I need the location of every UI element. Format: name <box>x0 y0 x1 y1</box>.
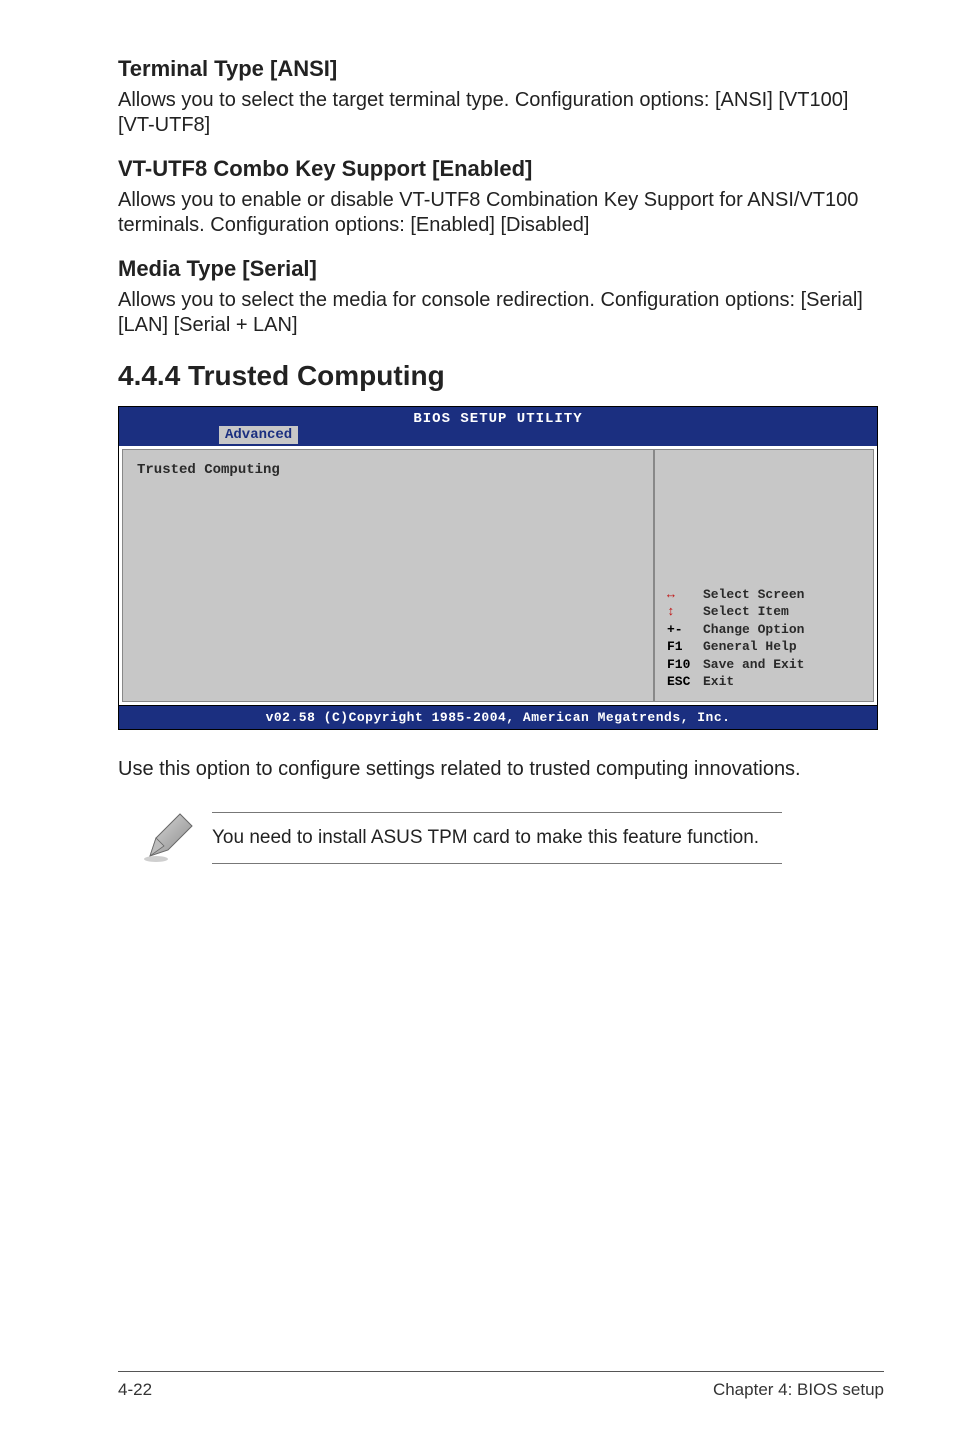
bios-panel: BIOS SETUP UTILITY Advanced Trusted Comp… <box>118 406 878 730</box>
bios-header: BIOS SETUP UTILITY Advanced <box>118 406 878 446</box>
help-label: Save and Exit <box>703 656 804 674</box>
help-line: ESC Exit <box>667 673 863 691</box>
bios-footer: v02.58 (C)Copyright 1985-2004, American … <box>118 706 878 730</box>
bios-tab-advanced[interactable]: Advanced <box>219 426 298 444</box>
help-label: Select Item <box>703 603 789 621</box>
bios-help-pane: ↔ Select Screen ↕ Select Item +- Change … <box>654 449 874 702</box>
help-line: ↕ Select Item <box>667 603 863 621</box>
media-type-body: Allows you to select the media for conso… <box>118 288 884 338</box>
help-key-f1: F1 <box>667 638 697 656</box>
help-line: +- Change Option <box>667 621 863 639</box>
help-key-f10: F10 <box>667 656 697 674</box>
help-line: ↔ Select Screen <box>667 586 863 604</box>
footer-chapter: Chapter 4: BIOS setup <box>713 1380 884 1400</box>
help-label: Select Screen <box>703 586 804 604</box>
bios-header-title: BIOS SETUP UTILITY <box>413 411 582 427</box>
help-key-plusminus: +- <box>667 621 697 639</box>
help-line: F10 Save and Exit <box>667 656 863 674</box>
help-label: General Help <box>703 638 797 656</box>
vtutf8-heading: VT-UTF8 Combo Key Support [Enabled] <box>118 156 884 182</box>
pencil-icon <box>142 812 194 864</box>
after-bios-text: Use this option to configure settings re… <box>118 756 884 782</box>
vtutf8-body: Allows you to enable or disable VT-UTF8 … <box>118 188 884 238</box>
help-label: Exit <box>703 673 734 691</box>
section-heading: 4.4.4 Trusted Computing <box>118 360 884 392</box>
footer-page-number: 4-22 <box>118 1380 152 1400</box>
media-type-heading: Media Type [Serial] <box>118 256 884 282</box>
help-key-arrows-lr: ↔ <box>667 586 697 604</box>
help-key-arrows-ud: ↕ <box>667 603 697 621</box>
help-line: F1 General Help <box>667 638 863 656</box>
terminal-type-heading: Terminal Type [ANSI] <box>118 56 884 82</box>
bios-main-label[interactable]: Trusted Computing <box>137 462 280 478</box>
note-block: You need to install ASUS TPM card to mak… <box>142 812 782 864</box>
page-footer: 4-22 Chapter 4: BIOS setup <box>118 1371 884 1400</box>
note-text: You need to install ASUS TPM card to mak… <box>212 812 782 864</box>
terminal-type-body: Allows you to select the target terminal… <box>118 88 884 138</box>
help-label: Change Option <box>703 621 804 639</box>
help-key-esc: ESC <box>667 673 697 691</box>
bios-main-pane: Trusted Computing <box>122 449 654 702</box>
